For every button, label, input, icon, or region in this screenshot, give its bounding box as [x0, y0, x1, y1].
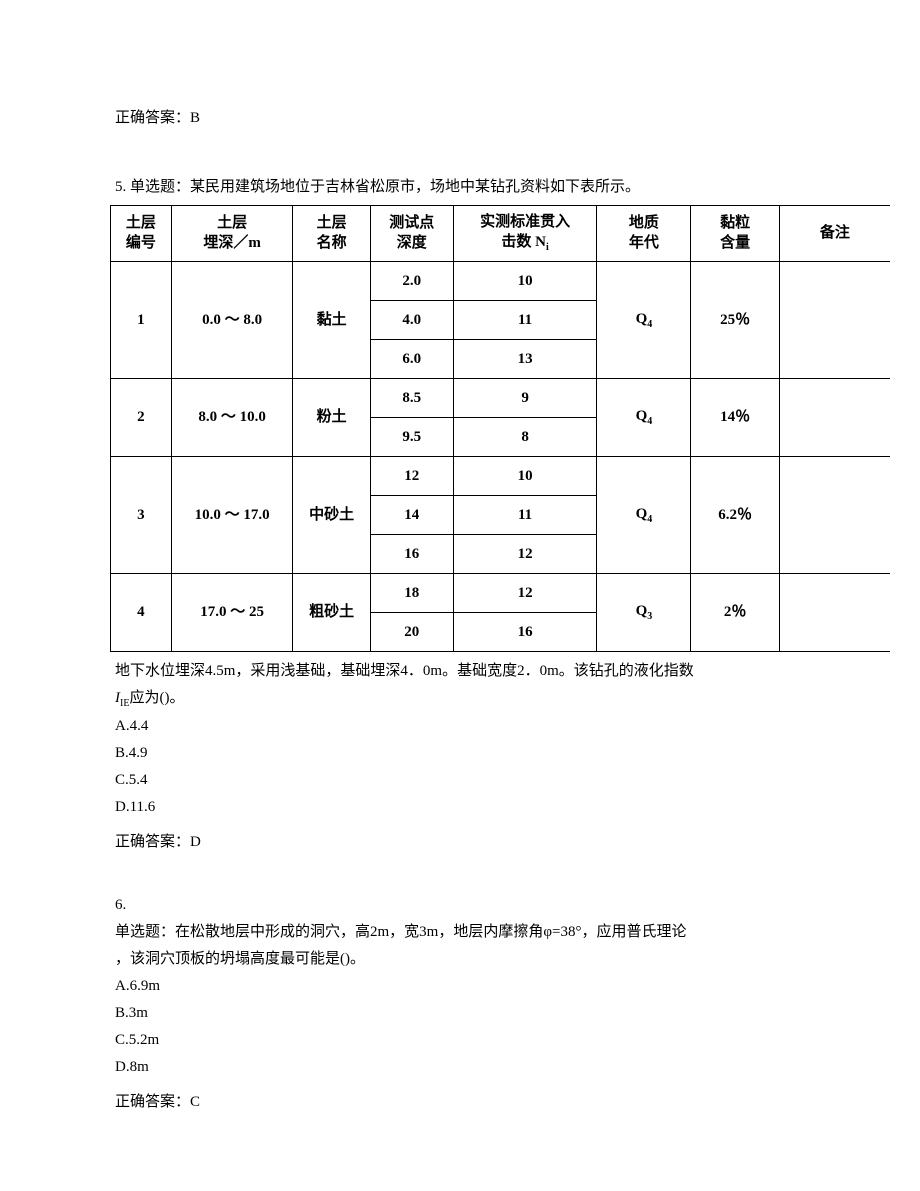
table-header-row: 土层编号 土层埋深／m 土层名称 测试点深度 实测标准贯入击数 Ni 地质年代 …	[111, 206, 891, 262]
cell-name: 粉土	[293, 378, 370, 456]
q6-stem-line1: 单选题：在松散地层中形成的洞穴，高2m，宽3m，地层内摩擦角φ=38°，应用普氏…	[115, 919, 805, 946]
cell-era: Q4	[597, 378, 691, 456]
cell-era: Q4	[597, 261, 691, 378]
q6-option-d: D.8m	[115, 1054, 805, 1081]
cell-clay: 2％	[691, 573, 779, 651]
q5-option-d: D.11.6	[115, 794, 805, 821]
q5-stem-text: 某民用建筑场地位于吉林省松原市，场地中某钻孔资料如下表所示。	[190, 179, 640, 195]
q6-option-b: B.3m	[115, 1000, 805, 1027]
q5-follow-line2: IIE应为()。	[115, 685, 805, 713]
cell-test-d: 6.0	[370, 339, 453, 378]
th-depth: 土层埋深／m	[171, 206, 293, 262]
th-layer-id: 土层编号	[111, 206, 172, 262]
cell-test-n: 12	[453, 534, 597, 573]
cell-remark	[779, 456, 890, 573]
cell-test-n: 12	[453, 573, 597, 612]
cell-test-d: 8.5	[370, 378, 453, 417]
cell-name: 中砂土	[293, 456, 370, 573]
cell-era: Q4	[597, 456, 691, 573]
cell-test-n: 10	[453, 456, 597, 495]
page-container: 正确答案：B 5. 单选题：某民用建筑场地位于吉林省松原市，场地中某钻孔资料如下…	[0, 0, 920, 1176]
q6-type: 单选题：	[115, 924, 175, 940]
q6-option-a: A.6.9m	[115, 973, 805, 1000]
borehole-table: 土层编号 土层埋深／m 土层名称 测试点深度 实测标准贯入击数 Ni 地质年代 …	[110, 205, 890, 652]
th-test-depth: 测试点深度	[370, 206, 453, 262]
prev-correct-answer: 正确答案：B	[115, 105, 805, 132]
q5-number: 5.	[115, 179, 126, 195]
cell-test-d: 14	[370, 495, 453, 534]
table-row: 3 10.0 ～ 17.0 中砂土 12 10 Q4 6.2％	[111, 456, 891, 495]
q5-type: 单选题：	[130, 179, 190, 195]
q5-option-c: C.5.4	[115, 767, 805, 794]
cell-clay: 6.2％	[691, 456, 779, 573]
cell-id: 4	[111, 573, 172, 651]
cell-depth: 10.0 ～ 17.0	[171, 456, 293, 573]
cell-name: 粗砂土	[293, 573, 370, 651]
q6-correct-answer: 正确答案：C	[115, 1089, 805, 1116]
q5-stem: 5. 单选题：某民用建筑场地位于吉林省松原市，场地中某钻孔资料如下表所示。	[115, 174, 805, 201]
cell-id: 1	[111, 261, 172, 378]
cell-test-d: 4.0	[370, 300, 453, 339]
th-clay: 黏粒含量	[691, 206, 779, 262]
cell-remark	[779, 573, 890, 651]
cell-test-d: 12	[370, 456, 453, 495]
cell-id: 2	[111, 378, 172, 456]
q5-option-a: A.4.4	[115, 713, 805, 740]
cell-name: 黏土	[293, 261, 370, 378]
cell-test-d: 2.0	[370, 261, 453, 300]
cell-test-n: 11	[453, 300, 597, 339]
q5-correct-answer: 正确答案：D	[115, 829, 805, 856]
cell-test-n: 9	[453, 378, 597, 417]
q6-stem-line2: ，该洞穴顶板的坍塌高度最可能是()。	[115, 946, 805, 973]
table-row: 1 0.0 ～ 8.0 黏土 2.0 10 Q4 25％	[111, 261, 891, 300]
cell-clay: 14％	[691, 378, 779, 456]
cell-depth: 0.0 ～ 8.0	[171, 261, 293, 378]
cell-clay: 25％	[691, 261, 779, 378]
table-row: 4 17.0 ～ 25 粗砂土 18 12 Q3 2％	[111, 573, 891, 612]
cell-remark	[779, 261, 890, 378]
q5-follow-line1: 地下水位埋深4.5m，采用浅基础，基础埋深4．0m。基础宽度2．0m。该钻孔的液…	[115, 658, 805, 685]
th-name: 土层名称	[293, 206, 370, 262]
q5-option-b: B.4.9	[115, 740, 805, 767]
table-row: 2 8.0 ～ 10.0 粉土 8.5 9 Q4 14％	[111, 378, 891, 417]
q6-stem1: 在松散地层中形成的洞穴，高2m，宽3m，地层内摩擦角φ=38°，应用普氏理论	[175, 924, 686, 940]
cell-era: Q3	[597, 573, 691, 651]
cell-test-n: 16	[453, 612, 597, 651]
cell-test-n: 8	[453, 417, 597, 456]
cell-test-n: 13	[453, 339, 597, 378]
cell-test-d: 9.5	[370, 417, 453, 456]
cell-test-d: 16	[370, 534, 453, 573]
cell-test-n: 10	[453, 261, 597, 300]
q6-option-c: C.5.2m	[115, 1027, 805, 1054]
q6-number: 6.	[115, 892, 805, 919]
cell-test-d: 18	[370, 573, 453, 612]
th-spt: 实测标准贯入击数 Ni	[453, 206, 597, 262]
cell-remark	[779, 378, 890, 456]
cell-id: 3	[111, 456, 172, 573]
cell-test-n: 11	[453, 495, 597, 534]
th-remark: 备注	[779, 206, 890, 262]
cell-test-d: 20	[370, 612, 453, 651]
cell-depth: 8.0 ～ 10.0	[171, 378, 293, 456]
cell-depth: 17.0 ～ 25	[171, 573, 293, 651]
th-era: 地质年代	[597, 206, 691, 262]
q5-follow-post: 应为()。	[129, 690, 184, 706]
